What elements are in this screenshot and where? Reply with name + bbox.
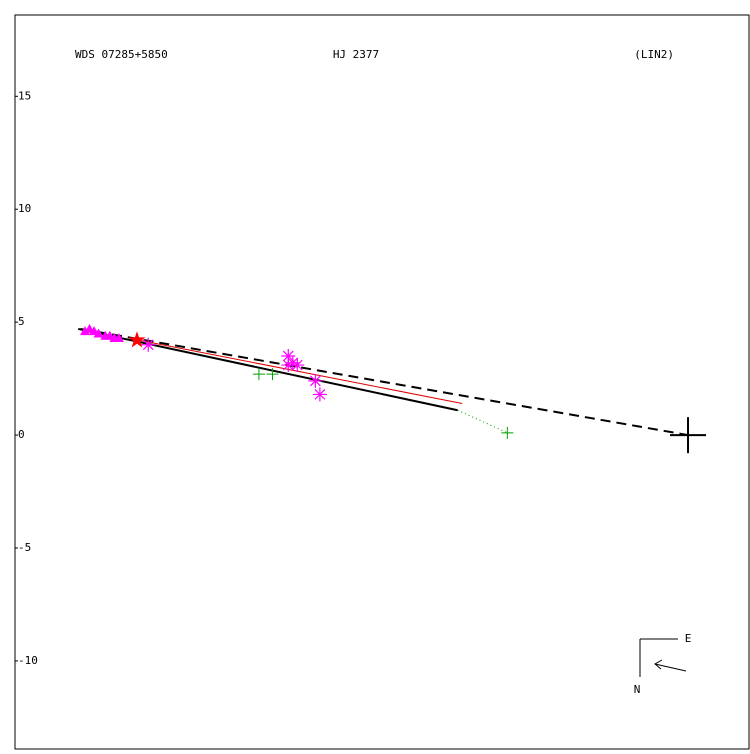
track-line [139,339,463,404]
asterisk-marker [285,355,300,370]
plus-marker [252,368,265,381]
asterisk-marker [281,349,296,364]
y-tick-label: 0 [18,428,25,441]
y-tick-label: 15 [18,89,31,102]
chart-title: HJ 2377 [333,48,379,61]
asterisk-marker [281,358,296,373]
compass-arrow [654,663,687,672]
triangle-marker [80,326,91,336]
y-tick-label: -5 [18,541,31,554]
compass-arrow-head [654,659,663,670]
plus-marker [501,426,514,439]
y-tick-label: -10 [18,654,38,667]
plot-frame [14,14,750,750]
compass-north: N [634,683,641,696]
wds-id: WDS 07285+5850 [75,48,168,61]
triangle-marker [113,332,124,342]
asterisk-marker [290,358,305,373]
track-line [80,327,689,437]
primary-marker [670,417,707,454]
y-tick-label: 10 [18,202,31,215]
star-marker [128,331,146,348]
compass-east: E [685,632,692,645]
asterisk-marker [308,373,323,388]
track-line [457,409,508,434]
asterisk-marker [312,387,327,402]
reference: (LIN2) [634,48,674,61]
asterisk-marker [141,337,156,352]
triangle-marker [93,328,104,338]
track-line [78,327,458,412]
compass: E N [634,632,692,696]
y-tick-label: 5 [18,315,25,328]
plus-marker [266,368,279,381]
